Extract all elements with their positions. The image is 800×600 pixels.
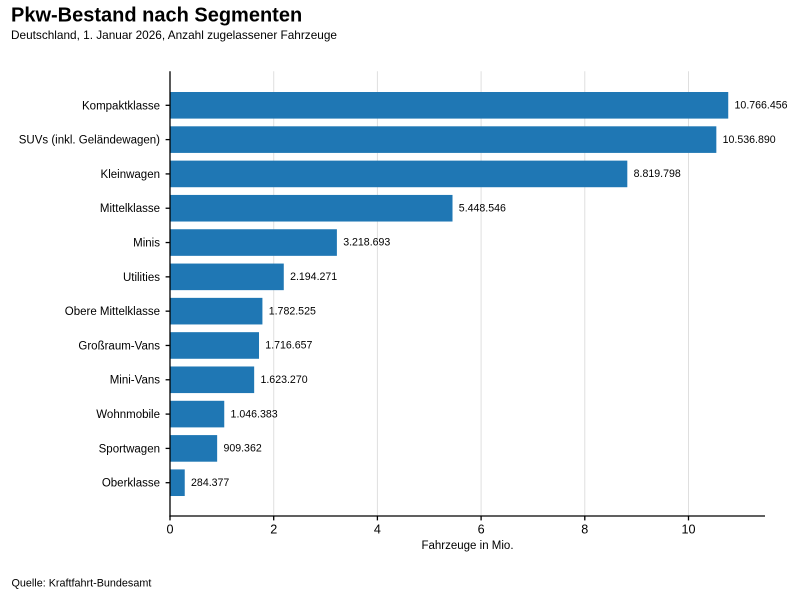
svg-text:5.448.546: 5.448.546 <box>459 202 506 214</box>
svg-text:Kompaktklasse: Kompaktklasse <box>82 100 160 112</box>
svg-text:Deutschland, 1. Januar 2026, A: Deutschland, 1. Januar 2026, Anzahl zuge… <box>11 28 337 42</box>
svg-text:Fahrzeuge in Mio.: Fahrzeuge in Mio. <box>421 540 513 552</box>
svg-text:909.362: 909.362 <box>223 443 261 455</box>
svg-text:10: 10 <box>681 523 695 537</box>
svg-text:Pkw-Bestand nach Segmenten: Pkw-Bestand nach Segmenten <box>11 5 302 27</box>
svg-text:Quelle: Kraftfahrt-Bundesamt: Quelle: Kraftfahrt-Bundesamt <box>12 577 152 589</box>
svg-text:1.716.657: 1.716.657 <box>265 340 312 352</box>
svg-text:1.046.383: 1.046.383 <box>231 408 278 420</box>
svg-text:3.218.693: 3.218.693 <box>343 237 390 249</box>
svg-text:2.194.271: 2.194.271 <box>290 271 337 283</box>
svg-text:10.766.456: 10.766.456 <box>735 100 788 112</box>
svg-text:1.623.270: 1.623.270 <box>260 374 307 386</box>
svg-text:8.819.798: 8.819.798 <box>634 168 681 180</box>
svg-text:Mittelklasse: Mittelklasse <box>100 203 160 215</box>
svg-text:Mini-Vans: Mini-Vans <box>110 375 161 387</box>
svg-text:Utilities: Utilities <box>123 272 160 284</box>
svg-text:Oberklasse: Oberklasse <box>102 478 160 490</box>
svg-text:6: 6 <box>478 523 485 537</box>
svg-text:1.782.525: 1.782.525 <box>269 305 316 317</box>
svg-text:Obere Mittelklasse: Obere Mittelklasse <box>65 306 160 318</box>
svg-text:4: 4 <box>374 523 381 537</box>
svg-text:0: 0 <box>166 523 173 537</box>
svg-text:8: 8 <box>581 523 588 537</box>
svg-text:Sportwagen: Sportwagen <box>99 443 160 455</box>
svg-text:SUVs (inkl. Geländewagen): SUVs (inkl. Geländewagen) <box>19 135 160 147</box>
svg-text:Großraum-Vans: Großraum-Vans <box>78 340 160 352</box>
svg-text:Kleinwagen: Kleinwagen <box>101 169 160 181</box>
svg-text:Minis: Minis <box>133 237 160 249</box>
svg-text:Wohnmobile: Wohnmobile <box>96 409 160 421</box>
svg-text:2: 2 <box>270 523 277 537</box>
svg-text:10.536.890: 10.536.890 <box>723 134 776 146</box>
svg-text:284.377: 284.377 <box>191 477 229 489</box>
